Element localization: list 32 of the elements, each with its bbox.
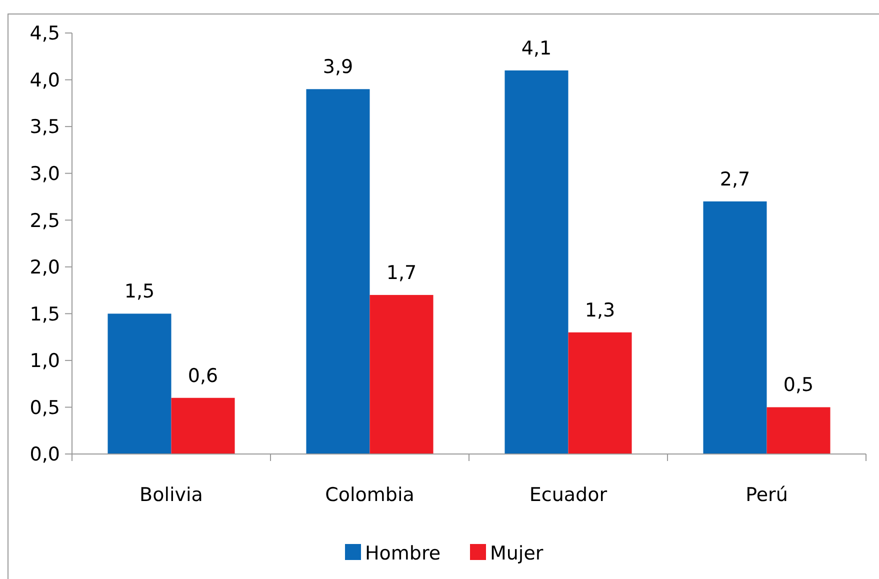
y-tick-label: 1,0 bbox=[30, 350, 60, 372]
x-tick-label: Ecuador bbox=[529, 484, 608, 506]
bar bbox=[171, 398, 235, 454]
bar bbox=[703, 201, 767, 454]
y-tick-label: 0,5 bbox=[30, 396, 60, 419]
data-label: 3,9 bbox=[322, 56, 354, 78]
data-label: 1,3 bbox=[584, 299, 616, 322]
y-tick-label: 3,5 bbox=[30, 116, 60, 138]
y-tick-label: 4,5 bbox=[30, 22, 60, 45]
x-tick-label: Colombia bbox=[325, 484, 414, 506]
data-label: 2,7 bbox=[720, 168, 750, 190]
legend-label: Mujer bbox=[490, 542, 544, 565]
x-tick-label: Bolivia bbox=[140, 484, 203, 506]
y-tick-label: 4,0 bbox=[30, 69, 60, 92]
bar bbox=[504, 70, 568, 454]
bar bbox=[306, 89, 370, 454]
x-tick-label: Perú bbox=[746, 484, 788, 506]
y-tick-label: 2,5 bbox=[30, 210, 60, 232]
data-label: 4,1 bbox=[521, 37, 552, 60]
data-label: 0,6 bbox=[188, 364, 218, 387]
data-label: 0,5 bbox=[783, 374, 814, 396]
data-label: 1,5 bbox=[124, 280, 155, 303]
bar bbox=[108, 314, 172, 454]
bar bbox=[568, 332, 632, 454]
y-tick-label: 2,0 bbox=[30, 256, 60, 279]
y-tick-label: 1,5 bbox=[30, 303, 60, 326]
y-tick-label: 0,0 bbox=[30, 444, 60, 466]
bar bbox=[370, 294, 434, 454]
bar bbox=[766, 407, 830, 454]
y-tick-label: 3,0 bbox=[30, 162, 60, 185]
legend-label: Hombre bbox=[365, 542, 441, 565]
data-label: 1,7 bbox=[386, 262, 417, 284]
